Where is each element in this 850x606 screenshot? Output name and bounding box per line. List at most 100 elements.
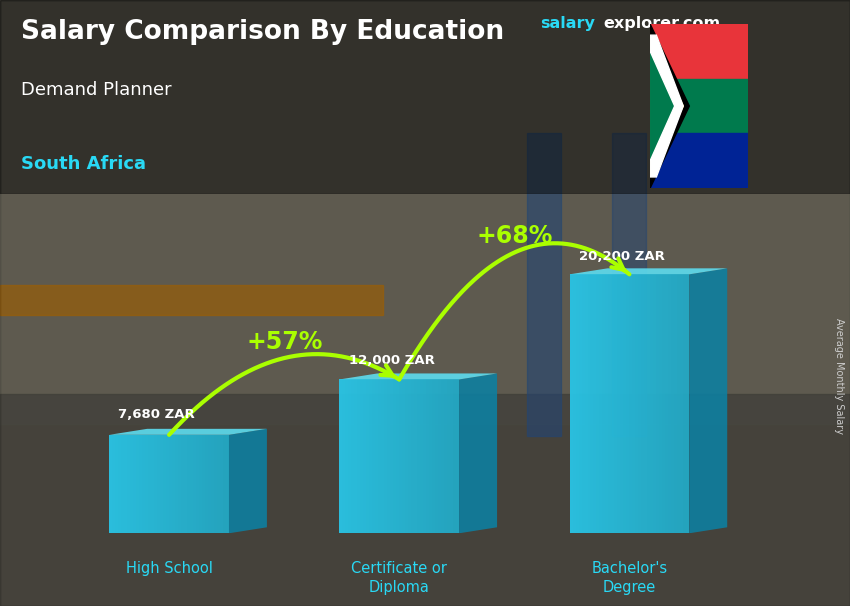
Polygon shape	[110, 435, 229, 533]
Bar	[620, 275, 623, 533]
Bar	[626, 275, 629, 533]
Bar	[136, 435, 139, 533]
Bar	[662, 275, 666, 533]
Bar	[118, 435, 122, 533]
Polygon shape	[570, 268, 728, 275]
Bar	[456, 379, 459, 533]
Text: High School: High School	[126, 562, 212, 576]
Bar	[148, 435, 151, 533]
Bar	[388, 379, 390, 533]
Bar	[636, 275, 638, 533]
Bar	[660, 275, 662, 533]
Bar	[343, 379, 345, 533]
Bar	[450, 379, 453, 533]
Polygon shape	[650, 24, 689, 188]
Bar	[615, 275, 617, 533]
Polygon shape	[570, 275, 689, 533]
Text: Certificate or
Diploma: Certificate or Diploma	[351, 562, 447, 595]
Bar	[587, 275, 591, 533]
Bar	[142, 435, 145, 533]
Bar	[632, 275, 636, 533]
Bar	[133, 435, 136, 533]
Bar	[0, 394, 850, 606]
Bar	[417, 379, 420, 533]
Bar	[157, 435, 160, 533]
Text: Salary Comparison By Education: Salary Comparison By Education	[21, 19, 504, 45]
Bar	[376, 379, 378, 533]
Bar	[444, 379, 447, 533]
Bar	[396, 379, 400, 533]
Bar	[363, 379, 366, 533]
Bar	[650, 79, 748, 133]
Polygon shape	[650, 35, 683, 177]
Bar	[193, 435, 196, 533]
Text: +68%: +68%	[477, 224, 553, 248]
Bar	[351, 379, 354, 533]
Bar	[441, 379, 444, 533]
Bar	[184, 435, 187, 533]
Bar	[585, 275, 587, 533]
Bar	[453, 379, 456, 533]
Polygon shape	[650, 35, 683, 106]
Bar	[683, 275, 686, 533]
Bar	[154, 435, 157, 533]
Bar	[187, 435, 190, 533]
Bar	[612, 133, 646, 436]
Bar	[429, 379, 432, 533]
Bar	[597, 275, 599, 533]
Bar	[110, 435, 112, 533]
Bar	[116, 435, 118, 533]
Bar	[402, 379, 405, 533]
Text: Demand Planner: Demand Planner	[21, 81, 172, 99]
Bar	[420, 379, 423, 533]
Polygon shape	[339, 373, 497, 379]
Bar	[650, 275, 654, 533]
Bar	[638, 275, 642, 533]
Bar	[372, 379, 376, 533]
Polygon shape	[650, 106, 683, 177]
Bar	[394, 379, 396, 533]
Bar	[405, 379, 408, 533]
Bar	[447, 379, 450, 533]
Bar	[408, 379, 411, 533]
Bar	[357, 379, 360, 533]
Bar	[208, 435, 211, 533]
Text: explorer.com: explorer.com	[604, 16, 721, 30]
Bar	[160, 435, 163, 533]
Bar	[668, 275, 672, 533]
Text: 7,680 ZAR: 7,680 ZAR	[118, 408, 196, 421]
Bar	[680, 275, 683, 533]
Bar	[411, 379, 414, 533]
Text: South Africa: South Africa	[21, 155, 146, 173]
Bar	[378, 379, 382, 533]
Bar	[573, 275, 575, 533]
Bar	[128, 435, 130, 533]
Bar	[169, 435, 172, 533]
Bar	[593, 275, 597, 533]
Bar	[139, 435, 142, 533]
Bar	[369, 379, 372, 533]
Bar	[211, 435, 214, 533]
Bar	[650, 133, 748, 188]
Bar	[220, 435, 223, 533]
Bar	[609, 275, 611, 533]
Bar	[360, 379, 363, 533]
Text: 20,200 ZAR: 20,200 ZAR	[579, 250, 665, 263]
Bar	[432, 379, 435, 533]
Bar	[648, 275, 650, 533]
Polygon shape	[110, 429, 267, 435]
Bar	[345, 379, 348, 533]
Polygon shape	[689, 268, 728, 533]
Polygon shape	[339, 379, 459, 533]
Bar	[354, 379, 357, 533]
Bar	[226, 435, 229, 533]
Bar	[435, 379, 438, 533]
Bar	[181, 435, 184, 533]
Bar	[629, 275, 632, 533]
Bar	[199, 435, 202, 533]
Bar	[599, 275, 603, 533]
Bar	[166, 435, 169, 533]
Bar	[426, 379, 429, 533]
Bar	[175, 435, 178, 533]
Bar	[366, 379, 369, 533]
